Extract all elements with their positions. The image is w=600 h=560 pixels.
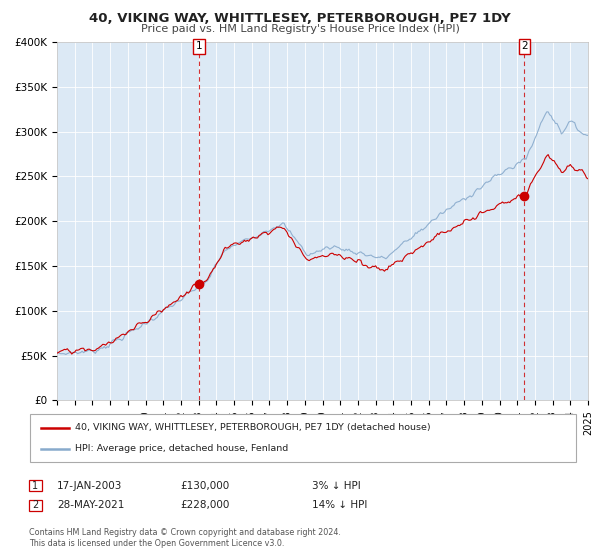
Text: 40, VIKING WAY, WHITTLESEY, PETERBOROUGH, PE7 1DY (detached house): 40, VIKING WAY, WHITTLESEY, PETERBOROUGH…	[75, 423, 431, 432]
Text: 1: 1	[196, 41, 203, 52]
Text: £228,000: £228,000	[180, 500, 229, 510]
Text: Price paid vs. HM Land Registry's House Price Index (HPI): Price paid vs. HM Land Registry's House …	[140, 24, 460, 34]
Text: 14% ↓ HPI: 14% ↓ HPI	[312, 500, 367, 510]
Text: 17-JAN-2003: 17-JAN-2003	[57, 480, 122, 491]
Text: 3% ↓ HPI: 3% ↓ HPI	[312, 480, 361, 491]
Text: 1: 1	[32, 480, 38, 491]
Text: 2: 2	[521, 41, 528, 52]
Text: 40, VIKING WAY, WHITTLESEY, PETERBOROUGH, PE7 1DY: 40, VIKING WAY, WHITTLESEY, PETERBOROUGH…	[89, 12, 511, 25]
Text: HPI: Average price, detached house, Fenland: HPI: Average price, detached house, Fenl…	[75, 444, 288, 453]
Text: 2: 2	[32, 500, 38, 510]
Text: £130,000: £130,000	[180, 480, 229, 491]
Text: 28-MAY-2021: 28-MAY-2021	[57, 500, 124, 510]
Text: Contains HM Land Registry data © Crown copyright and database right 2024.
This d: Contains HM Land Registry data © Crown c…	[29, 528, 341, 548]
